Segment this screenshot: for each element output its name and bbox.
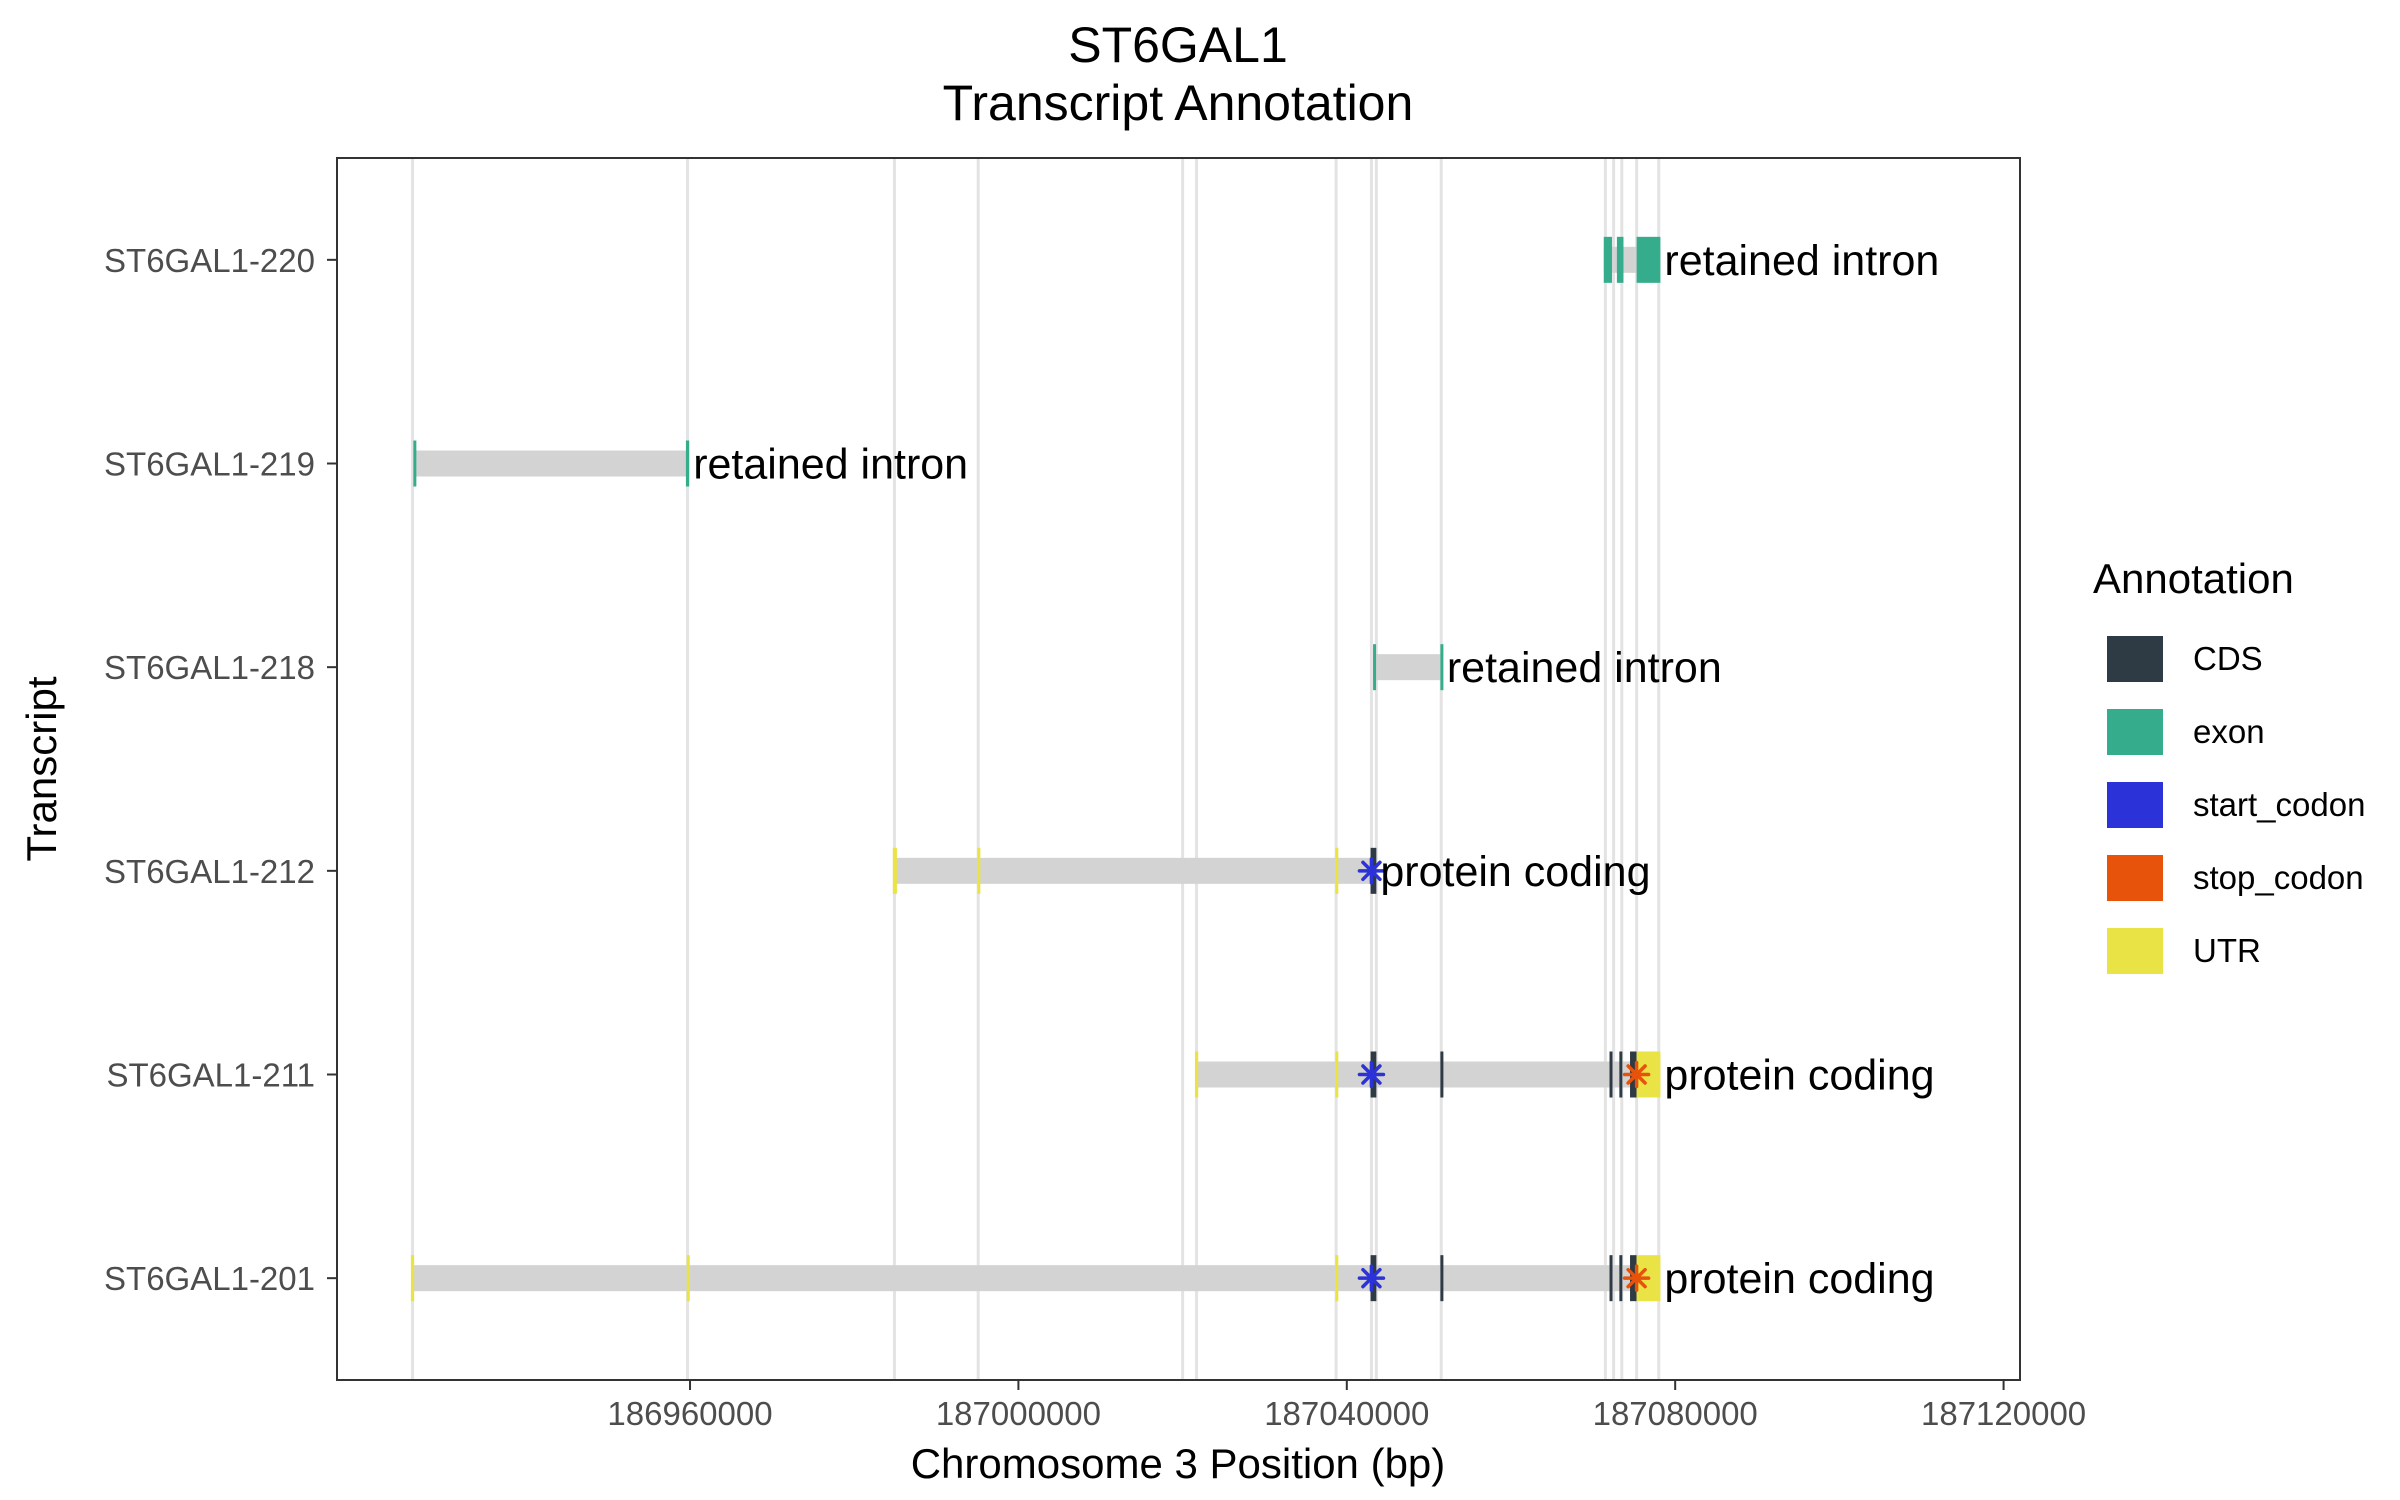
x-axis: 186960000 187000000 187040000 187080000 1871… — [607, 1380, 2086, 1432]
chart-subtitle: Transcript Annotation — [943, 75, 1414, 131]
y-tick-label: ST6GAL1-211 — [106, 1057, 315, 1094]
panel-border — [336, 157, 2021, 1381]
legend-label: stop_codon — [2193, 859, 2364, 896]
panel-background — [337, 158, 2020, 1380]
transcript-tracks: protein coding protein coding protein codi… — [410, 236, 1939, 1303]
feature-exon — [413, 440, 417, 487]
y-tick-label: ST6GAL1-201 — [104, 1260, 315, 1297]
transcript-biotype-label: protein coding — [1380, 848, 1650, 896]
transcript-track: retained intron — [413, 440, 968, 489]
transcript-track: protein coding — [892, 847, 1650, 896]
feature-cds — [1440, 1051, 1444, 1098]
transcript-biotype-label: retained intron — [693, 441, 968, 489]
legend-label: start_codon — [2193, 786, 2365, 823]
feature-utr — [1335, 1051, 1339, 1098]
feature-exon — [685, 440, 690, 487]
feature-utr — [686, 1255, 690, 1302]
y-tick-label: ST6GAL1-220 — [104, 242, 315, 279]
x-tick-label: 187000000 — [936, 1395, 1101, 1432]
transcript-track: protein coding — [410, 1255, 1935, 1303]
y-tick-label: ST6GAL1-212 — [104, 853, 315, 890]
feature-exon — [1373, 644, 1377, 691]
legend-swatch-start-codon — [2107, 782, 2163, 828]
transcript-biotype-label: retained intron — [1447, 644, 1722, 692]
x-axis-title: Chromosome 3 Position (bp) — [911, 1440, 1446, 1487]
chart-title: ST6GAL1 — [1068, 17, 1288, 73]
transcript-body — [414, 450, 690, 477]
feature-cds — [1609, 1051, 1613, 1098]
start-codon-marker — [1357, 857, 1386, 885]
y-tick-label: ST6GAL1-219 — [104, 446, 315, 483]
feature-exon — [1603, 236, 1612, 283]
x-tick-label: 187080000 — [1593, 1395, 1758, 1432]
start-codon-marker — [1357, 1060, 1386, 1089]
transcript-track: retained intron — [1603, 236, 1939, 285]
legend-label: exon — [2193, 713, 2265, 750]
transcript-track: protein coding — [1194, 1051, 1935, 1100]
feature-cds — [1619, 1255, 1623, 1302]
y-axis-title: Transcript — [18, 676, 65, 861]
transcript-body — [412, 1265, 1661, 1292]
transcript-body — [1373, 654, 1443, 681]
legend-swatch-exon — [2107, 709, 2163, 755]
feature-utr — [410, 1255, 415, 1302]
transcript-track: retained intron — [1373, 644, 1722, 692]
x-tick-label: 187040000 — [1264, 1395, 1429, 1432]
transcript-biotype-label: protein coding — [1664, 1255, 1934, 1303]
y-axis: ST6GAL1-201 ST6GAL1-211 ST6GAL1-212 ST6GAL1… — [104, 242, 337, 1297]
legend-swatch-utr — [2107, 928, 2163, 974]
transcript-body — [1196, 1061, 1661, 1088]
feature-exon — [1636, 236, 1661, 283]
feature-utr — [977, 847, 981, 894]
feature-cds — [1440, 1255, 1444, 1302]
grid-lines — [411, 158, 1661, 1380]
feature-exon — [1616, 236, 1624, 283]
legend: Annotation CDS exon start_codon stop_codon U… — [2093, 555, 2365, 974]
legend-label: CDS — [2193, 640, 2263, 677]
feature-utr — [892, 847, 897, 894]
feature-utr — [1335, 847, 1339, 894]
stop-codon-marker — [1622, 1264, 1651, 1292]
legend-swatch-stop-codon — [2107, 855, 2163, 901]
stop-codon-marker — [1622, 1060, 1651, 1089]
feature-utr — [1194, 1051, 1199, 1098]
transcript-biotype-label: retained intron — [1664, 237, 1939, 285]
x-tick-label: 187120000 — [1921, 1395, 2086, 1432]
x-tick-label: 186960000 — [607, 1395, 772, 1432]
legend-label: UTR — [2193, 932, 2261, 969]
feature-cds — [1619, 1051, 1623, 1098]
transcript-body — [894, 857, 1377, 884]
feature-cds — [1609, 1255, 1613, 1302]
legend-title: Annotation — [2093, 555, 2294, 602]
transcript-biotype-label: protein coding — [1664, 1052, 1934, 1100]
feature-utr — [1335, 1255, 1339, 1302]
legend-swatch-cds — [2107, 636, 2163, 682]
feature-exon — [1440, 644, 1444, 691]
y-tick-label: ST6GAL1-218 — [104, 649, 315, 686]
start-codon-marker — [1357, 1264, 1386, 1292]
